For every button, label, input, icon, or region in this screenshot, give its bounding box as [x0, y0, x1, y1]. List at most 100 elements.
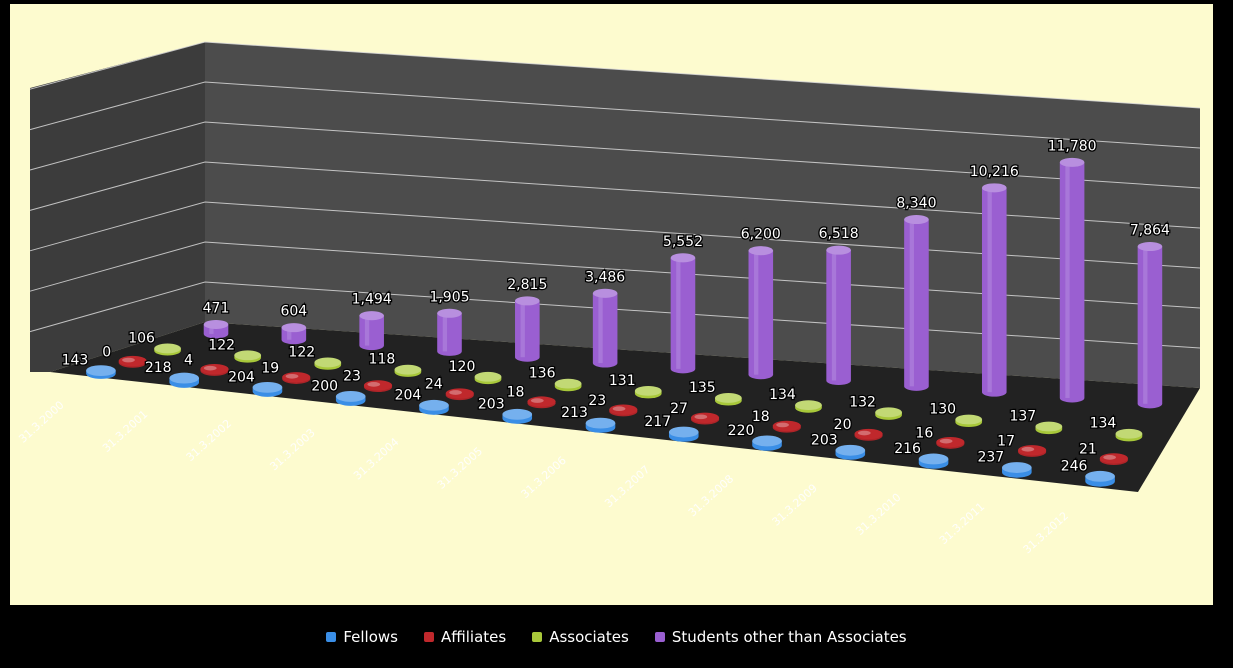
data-label: 213 — [561, 405, 588, 421]
bar-disk-highlight — [285, 373, 299, 379]
bar-disk-highlight — [776, 422, 789, 428]
gridline — [29, 201, 1201, 269]
bar-3-1: 106 — [127, 329, 181, 356]
bar-1-12: 237 — [976, 448, 1032, 478]
bar-highlight — [987, 187, 992, 393]
bar-top — [585, 417, 616, 429]
bar-highlight — [209, 324, 214, 334]
bar-disk-highlight — [694, 414, 708, 420]
gridline — [29, 81, 1201, 149]
bar-disk-highlight — [203, 365, 217, 371]
bar-top — [359, 311, 384, 321]
bar-highlight — [1143, 246, 1148, 404]
legend-swatch — [654, 632, 665, 642]
data-label: 1,494 — [352, 292, 392, 308]
gridline — [29, 121, 1201, 189]
data-label: 20 — [834, 417, 852, 433]
bar-highlight — [1065, 162, 1070, 398]
bar-top — [752, 435, 782, 447]
bar-top — [748, 246, 774, 256]
bar-2-1: 0 — [101, 343, 147, 368]
bar-body — [437, 313, 462, 356]
bar-top — [554, 378, 582, 389]
data-label: 27 — [670, 401, 688, 417]
gridline — [29, 241, 1201, 309]
bar-disk-highlight — [530, 398, 544, 403]
data-label: 10,216 — [970, 164, 1019, 180]
bar-1-7: 213 — [560, 404, 616, 433]
data-label: 6,518 — [819, 226, 859, 242]
bar-disk-highlight — [1021, 446, 1035, 452]
bar-4-6: 3,486 — [584, 268, 627, 368]
legend-label: Students other than Associates — [671, 628, 907, 646]
bar-1-3: 204 — [227, 368, 283, 397]
side-wall — [30, 42, 205, 372]
bar-2-3: 19 — [260, 359, 311, 384]
bar-top — [795, 400, 822, 411]
bar-1-4: 200 — [310, 377, 366, 406]
bar-top — [904, 215, 929, 225]
legend-label: Affiliates — [440, 628, 507, 646]
bar-top — [670, 253, 696, 263]
bar-4-10: 8,340 — [895, 194, 938, 391]
data-label: 18 — [507, 385, 525, 401]
bar-top — [1115, 428, 1143, 439]
data-label: 220 — [728, 423, 755, 439]
bar-disk-highlight — [939, 438, 953, 444]
legend-swatch — [326, 632, 337, 642]
data-label: 3,486 — [585, 269, 625, 285]
data-label: 16 — [915, 425, 933, 441]
bar-2-9: 18 — [751, 408, 801, 433]
data-label: 216 — [894, 441, 921, 457]
bar-highlight — [364, 315, 370, 346]
bar-highlight — [287, 327, 292, 340]
bar-1-1: 143 — [60, 351, 116, 379]
data-label: 131 — [609, 373, 636, 389]
bar-top — [169, 372, 199, 384]
bar-3-4: 118 — [367, 350, 422, 377]
data-label: 118 — [369, 352, 396, 368]
data-label: 2,815 — [507, 277, 547, 293]
data-label: 0 — [102, 345, 111, 361]
bar-3-9: 134 — [768, 386, 822, 413]
bar-top — [437, 308, 462, 318]
bar-top — [335, 391, 366, 402]
bar-3-11: 130 — [928, 400, 983, 428]
data-label: 23 — [343, 368, 361, 384]
bar-top — [918, 453, 949, 465]
gridline — [29, 41, 1201, 109]
data-label: 1,905 — [429, 289, 469, 305]
legend-item: Students other than Associates — [654, 628, 907, 646]
gridline — [29, 281, 1201, 349]
bar-2-2: 4 — [183, 351, 229, 376]
data-label: 120 — [449, 359, 476, 375]
bar-4-3: 1,494 — [350, 290, 393, 351]
data-label: 24 — [425, 377, 443, 393]
bar-top — [826, 245, 851, 255]
data-label: 203 — [811, 432, 838, 448]
bar-top — [1002, 462, 1032, 473]
data-label: 8,340 — [896, 196, 936, 212]
bar-3-10: 132 — [848, 393, 902, 420]
data-label: 23 — [588, 393, 606, 409]
data-label: 11,780 — [1048, 138, 1097, 154]
legend: Fellows Affiliates Associates Students othe… — [0, 628, 1233, 646]
bar-2-12: 17 — [996, 432, 1047, 457]
legend-item: Fellows — [326, 628, 398, 646]
data-label: 122 — [288, 344, 315, 360]
bar-1-9: 220 — [726, 422, 782, 451]
data-label: 204 — [228, 369, 255, 385]
bar-2-4: 23 — [342, 367, 393, 393]
bar-top — [515, 296, 540, 306]
data-label: 218 — [145, 360, 172, 376]
bar-1-8: 217 — [643, 413, 699, 442]
bar-3-2: 122 — [207, 336, 262, 363]
bar-3-6: 136 — [527, 364, 582, 392]
bar-top — [1137, 242, 1163, 252]
bar-top — [314, 357, 342, 368]
bar-1-10: 203 — [810, 431, 866, 460]
bar-body — [826, 250, 851, 386]
data-label: 135 — [689, 380, 716, 396]
bar-highlight — [520, 300, 525, 358]
